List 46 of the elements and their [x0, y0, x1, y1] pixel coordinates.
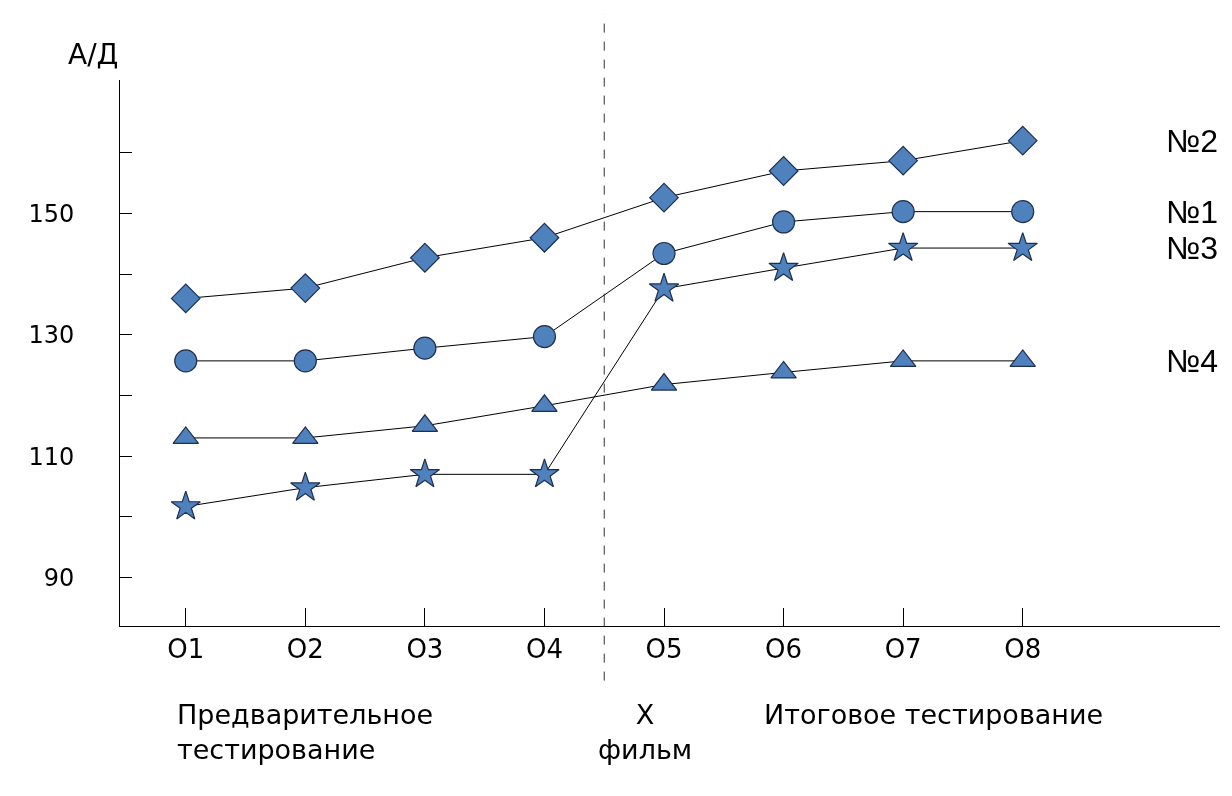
point	[768, 252, 799, 282]
point	[292, 426, 319, 445]
x-tick-label: O4	[525, 634, 563, 665]
point	[170, 283, 201, 314]
text: №3	[1166, 230, 1219, 266]
point	[888, 145, 919, 176]
point	[409, 242, 440, 273]
x-tick-label: O2	[286, 634, 324, 665]
x-tick-label: O7	[884, 634, 922, 665]
point	[290, 273, 321, 303]
x-tick-label: O5	[645, 634, 683, 665]
point	[174, 349, 198, 373]
y-tick-label: 90	[43, 563, 75, 592]
point	[170, 490, 202, 520]
point	[772, 210, 796, 234]
point	[409, 458, 441, 488]
point	[1007, 125, 1038, 156]
y-tick-label: 130	[28, 321, 75, 350]
point	[891, 200, 915, 224]
text: X фильм	[598, 699, 693, 766]
text: Итоговое тестирование	[764, 699, 1104, 730]
y-tick-label: 150	[28, 199, 75, 228]
point	[1007, 232, 1038, 262]
point	[652, 241, 676, 266]
x-tick-label: O1	[167, 634, 205, 665]
x-tick-label: O6	[765, 634, 803, 665]
text: Предварительное тестирование	[177, 699, 434, 766]
x-tick-label: O8	[1004, 634, 1042, 665]
point	[529, 222, 560, 253]
point	[648, 272, 680, 302]
y-axis-title: А/Д	[68, 38, 119, 71]
point	[887, 232, 919, 262]
point	[290, 471, 321, 501]
x-tick-label: O3	[406, 634, 444, 665]
point	[768, 156, 799, 186]
point	[532, 325, 557, 349]
point	[293, 349, 317, 373]
point	[1011, 200, 1035, 224]
y-tick-label: 110	[28, 442, 75, 471]
point	[413, 336, 437, 360]
text: №2	[1166, 123, 1219, 159]
text: №1	[1166, 194, 1219, 230]
text: №4	[1166, 343, 1219, 379]
point	[529, 458, 560, 488]
point	[770, 360, 797, 379]
point	[649, 182, 679, 213]
